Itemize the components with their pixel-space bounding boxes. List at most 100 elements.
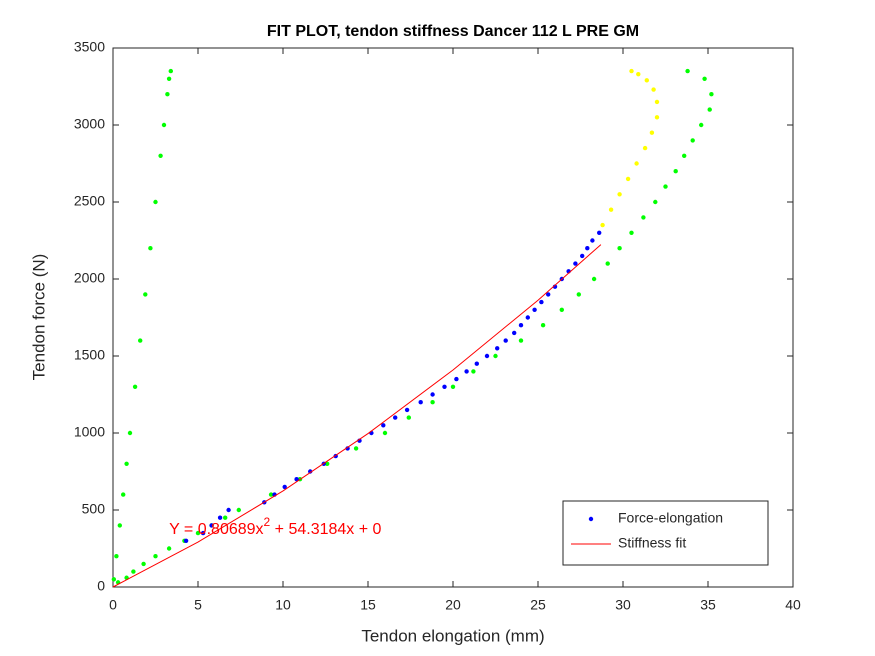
data-point xyxy=(127,430,133,436)
data-point xyxy=(183,538,189,543)
data-point xyxy=(143,292,148,297)
fit-line xyxy=(112,244,602,588)
data-point xyxy=(153,199,158,205)
data-point xyxy=(540,323,546,328)
x-tick-label: 40 xyxy=(785,597,801,613)
data-point xyxy=(153,554,158,559)
y-tick-label: 1000 xyxy=(74,424,105,440)
legend-swatch xyxy=(588,516,594,522)
data-point xyxy=(629,68,634,74)
data-point xyxy=(165,92,170,97)
data-point xyxy=(236,507,241,513)
data-point xyxy=(430,392,435,397)
y-tick-label: 3500 xyxy=(74,39,105,55)
data-point xyxy=(634,161,639,166)
y-tick-label: 2500 xyxy=(74,193,105,209)
data-point xyxy=(546,292,551,297)
data-point xyxy=(484,353,490,359)
data-point xyxy=(539,299,544,305)
data-point xyxy=(114,554,119,559)
data-point xyxy=(617,192,622,197)
data-point xyxy=(580,253,585,259)
data-point xyxy=(682,153,687,158)
data-point xyxy=(673,169,678,174)
x-tick-label: 10 xyxy=(275,597,291,613)
data-point xyxy=(141,561,146,567)
data-point xyxy=(268,492,274,497)
data-point xyxy=(166,546,172,551)
y-tick-label: 0 xyxy=(97,578,105,594)
data-point xyxy=(702,76,707,82)
fit-equation-part: + 54.3184x + 0 xyxy=(270,521,381,538)
y-tick-label: 1500 xyxy=(74,347,105,363)
data-point xyxy=(495,346,500,351)
data-point xyxy=(518,323,524,328)
fit-equation-part: 2 xyxy=(264,515,271,529)
data-point xyxy=(532,307,537,312)
data-point xyxy=(699,122,704,128)
fit-equation-part: Y = 0.80689x xyxy=(169,521,263,538)
y-tick-label: 3000 xyxy=(74,116,105,132)
x-axis-label: Tendon elongation (mm) xyxy=(361,626,544,645)
data-point xyxy=(345,446,350,451)
data-point xyxy=(430,400,435,405)
y-tick-label: 2000 xyxy=(74,270,105,286)
data-point xyxy=(654,115,660,120)
data-point xyxy=(117,523,123,528)
data-point xyxy=(625,176,631,182)
data-point xyxy=(132,384,138,389)
x-tick-label: 35 xyxy=(700,597,716,613)
x-tick-label: 20 xyxy=(445,597,461,613)
data-point xyxy=(518,338,524,343)
data-point xyxy=(608,207,614,212)
data-point xyxy=(636,71,641,77)
data-point xyxy=(629,230,634,235)
data-point xyxy=(474,361,479,366)
data-point xyxy=(166,76,172,82)
data-point xyxy=(168,68,173,74)
y-axis-label: Tendon force (N) xyxy=(29,254,48,381)
data-point xyxy=(573,261,578,266)
data-point xyxy=(642,145,648,151)
data-point xyxy=(464,369,469,374)
data-point xyxy=(450,384,456,389)
data-point xyxy=(707,107,712,112)
x-tick-label: 25 xyxy=(530,597,546,613)
data-point xyxy=(525,315,530,320)
data-point xyxy=(200,530,206,536)
data-point xyxy=(512,330,517,336)
data-point xyxy=(644,78,649,83)
data-point xyxy=(325,461,330,466)
data-point xyxy=(663,184,668,189)
data-point xyxy=(382,430,388,436)
data-point xyxy=(131,569,136,574)
data-point xyxy=(121,492,126,497)
data-point xyxy=(124,461,129,466)
data-point xyxy=(226,507,231,513)
data-point xyxy=(605,261,610,266)
data-point xyxy=(709,92,714,97)
data-point xyxy=(294,477,299,482)
data-point xyxy=(308,469,313,474)
data-point xyxy=(471,369,476,374)
data-point xyxy=(654,99,660,105)
data-point xyxy=(282,484,287,490)
data-point xyxy=(158,153,163,158)
data-point xyxy=(591,276,597,282)
data-point xyxy=(111,577,117,582)
data-point xyxy=(685,68,690,74)
x-tick-label: 30 xyxy=(615,597,631,613)
data-point xyxy=(195,530,201,536)
data-point xyxy=(559,307,564,312)
data-point xyxy=(641,215,646,220)
data-point xyxy=(223,515,228,520)
data-point xyxy=(381,423,386,428)
data-point xyxy=(209,523,214,528)
x-tick-label: 0 xyxy=(109,597,117,613)
x-tick-label: 5 xyxy=(194,597,202,613)
data-point xyxy=(454,376,459,382)
fit-equation: Y = 0.80689x2 + 54.3184x + 0 xyxy=(169,515,381,538)
data-point xyxy=(404,407,410,413)
legend-box xyxy=(562,500,769,566)
